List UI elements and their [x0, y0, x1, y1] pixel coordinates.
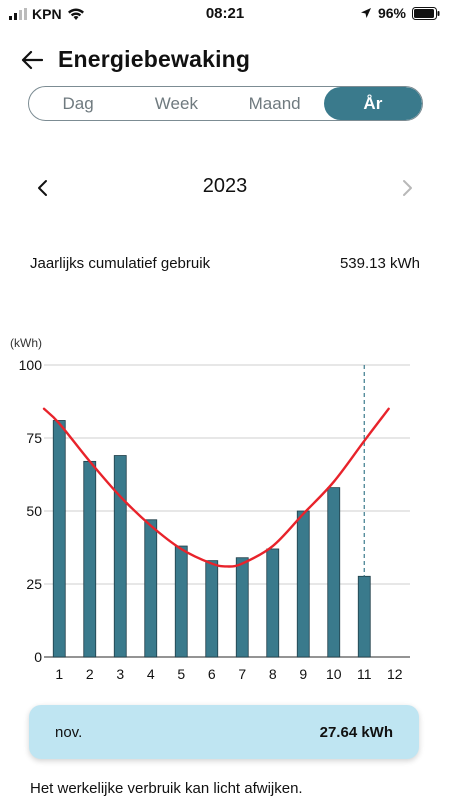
- bar-month-8[interactable]: [266, 548, 280, 658]
- bar-month-2[interactable]: [83, 460, 97, 658]
- x-tick-label: 6: [208, 666, 216, 682]
- tab-day[interactable]: Dag: [62, 93, 94, 113]
- bar-month-9[interactable]: [296, 510, 310, 658]
- year-navigator: 2023: [0, 170, 450, 204]
- year-label: 2023: [202, 175, 248, 197]
- y-tick-label: 75: [26, 430, 42, 446]
- tab-year[interactable]: År: [323, 87, 422, 120]
- bar-month-10[interactable]: [327, 487, 341, 658]
- x-tick-label: 9: [299, 666, 307, 682]
- disclaimer-text: Het werkelijke verbruik kan licht afwijk…: [30, 780, 303, 797]
- x-tick-label: 7: [238, 666, 246, 682]
- status-right: 96%: [360, 5, 440, 21]
- bar-month-3[interactable]: [113, 455, 127, 658]
- annual-summary: Jaarlijks cumulatief gebruik 539.13 kWh: [30, 255, 420, 272]
- summary-value: 539.13 kWh: [339, 255, 420, 272]
- x-tick-label: 3: [116, 666, 124, 682]
- page-title: Energiebewaking: [58, 46, 251, 72]
- back-button[interactable]: [14, 44, 50, 76]
- x-tick-label: 2: [86, 666, 94, 682]
- tooltip-month: nov.: [55, 723, 83, 741]
- bar-month-11[interactable]: [357, 575, 371, 658]
- arrow-left-icon: [21, 50, 43, 70]
- y-tick-label: 25: [26, 576, 42, 592]
- x-tick-label: 8: [269, 666, 277, 682]
- x-tick-label: 10: [326, 666, 342, 682]
- tab-week[interactable]: Week: [154, 93, 198, 113]
- chevron-left-icon: [38, 180, 47, 196]
- bar-month-7[interactable]: [235, 557, 249, 658]
- x-tick-label: 1: [55, 666, 63, 682]
- period-segmented-control: Dag Week Maand År: [28, 86, 423, 121]
- battery-icon: [412, 6, 440, 20]
- wifi-icon: [67, 8, 84, 20]
- selected-month-tooltip: nov. 27.64 kWh: [29, 705, 419, 759]
- trend-line: [42, 407, 390, 568]
- app-header: Energiebewaking: [0, 36, 450, 84]
- tooltip-value: 27.64 kWh: [319, 723, 393, 741]
- location-arrow-icon: [360, 8, 371, 18]
- y-tick-label: 0: [34, 649, 42, 665]
- x-tick-label: 12: [387, 666, 403, 682]
- x-tick-label: 11: [357, 666, 372, 682]
- y-tick-label: 100: [19, 357, 43, 373]
- bar-month-1[interactable]: [52, 420, 66, 658]
- carrier-label: KPN: [32, 6, 62, 22]
- chevron-right-icon: [403, 180, 412, 196]
- battery-percent: 96%: [377, 5, 406, 21]
- x-tick-label: 4: [147, 666, 155, 682]
- x-tick-label: 5: [177, 666, 185, 682]
- status-time: 08:21: [205, 5, 245, 22]
- status-bar: KPN 08:21 96%: [0, 0, 450, 28]
- bar-month-5[interactable]: [174, 545, 188, 658]
- y-tick-label: 50: [26, 503, 42, 519]
- next-year-button[interactable]: [394, 174, 422, 202]
- bar-month-4[interactable]: [144, 519, 158, 658]
- bar-month-6[interactable]: [205, 560, 219, 658]
- y-axis-unit-label: (kWh): [10, 336, 42, 350]
- tab-month[interactable]: Maand: [248, 93, 301, 113]
- signal-icon: [9, 8, 27, 20]
- previous-year-button[interactable]: [28, 174, 56, 202]
- status-left: KPN: [9, 6, 85, 22]
- summary-label: Jaarlijks cumulatief gebruik: [30, 255, 211, 272]
